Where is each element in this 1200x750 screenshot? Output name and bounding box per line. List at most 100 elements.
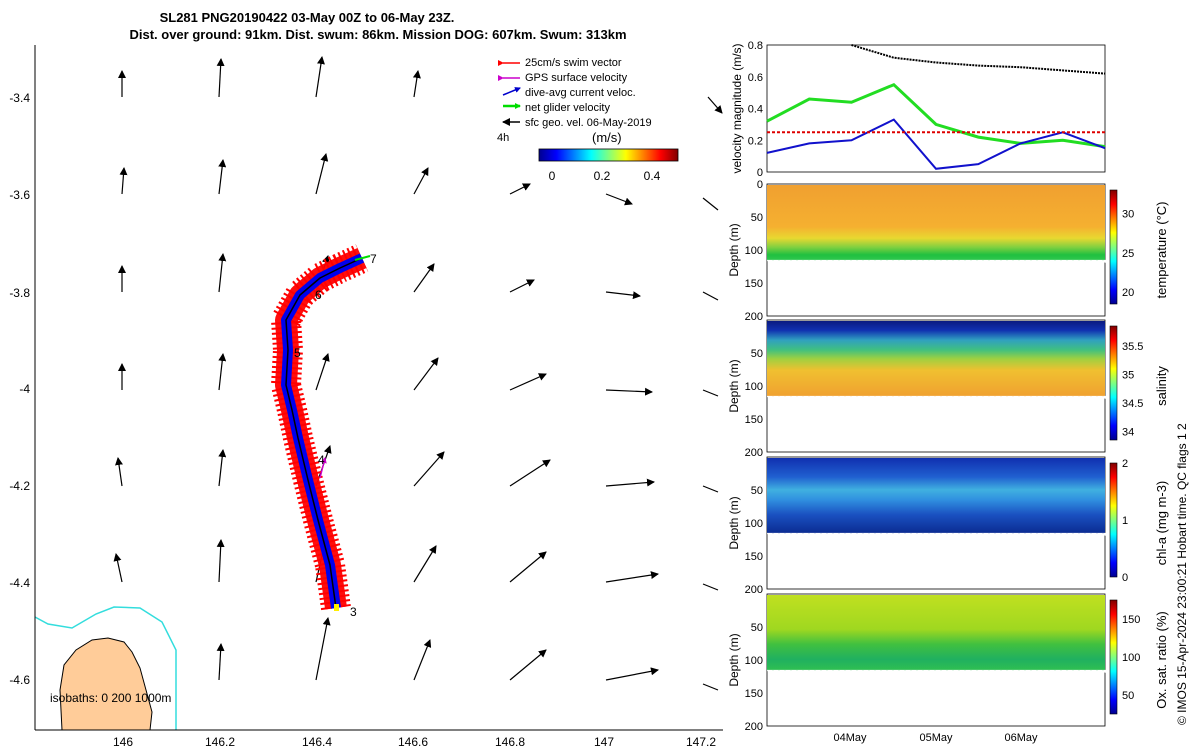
day-marker: 3 (350, 605, 357, 619)
geo-velocity-arrow (115, 457, 123, 487)
geo-velocity-arrow (605, 387, 653, 396)
geo-velocity-arrow (509, 551, 547, 583)
colorbar-tick-label: 20 (1122, 287, 1134, 299)
velocity-tick-label: 0.2 (748, 135, 763, 147)
profile-edge (767, 669, 1109, 673)
geo-velocity-arrow (509, 649, 547, 681)
current-vector-field (113, 56, 723, 691)
geo-velocity-arrow (605, 478, 655, 487)
isobaths-label: isobaths: 0 200 1000m (50, 691, 171, 705)
geo-velocity-arrow (315, 617, 331, 681)
geo-velocity-arrow (216, 539, 225, 583)
velocity-tick-label: 0.6 (748, 72, 763, 84)
velocity-series-line (851, 44, 1106, 75)
geo-velocity-arrow (113, 553, 123, 583)
heatmap-data-field (767, 185, 1105, 261)
cbar-tick-label: 0.4 (644, 169, 661, 183)
geo-velocity-arrow (605, 291, 641, 300)
geo-velocity-arrow (413, 451, 445, 487)
land-mass (59, 637, 153, 731)
time-tick-label: 06May (1004, 732, 1038, 744)
colorbar-tick-label: 50 (1122, 690, 1134, 702)
velocity-series-line (766, 118, 1106, 170)
geo-velocity-arrow (218, 253, 227, 293)
colorbar-tick-label: 1 (1122, 515, 1128, 527)
colorbar-tick-label: 0 (1122, 572, 1128, 584)
geo-velocity-arrow (413, 263, 435, 293)
geo-velocity-arrow (509, 279, 535, 293)
legend-label: sfc geo. vel. 06-May-2019 (525, 117, 652, 129)
velocity-axes-frame (766, 44, 1106, 173)
velocity-tick-label: 0 (757, 167, 763, 179)
heatmap-colorbar (1109, 462, 1118, 578)
colorbar-label: temperature (°C) (1154, 202, 1169, 299)
geo-velocity-arrow (605, 667, 659, 681)
geo-velocity-arrow (315, 153, 329, 195)
legend-label: dive-avg current veloc. (525, 87, 636, 99)
day-marker: 6 (315, 288, 322, 302)
depth-tick-label: 100 (745, 518, 763, 530)
velocity-colorbar (538, 148, 679, 162)
depth-tick-label: 150 (745, 688, 763, 700)
lon-tick-label: 146.8 (495, 735, 525, 749)
geo-velocity-arrow (218, 449, 227, 487)
geo-velocity-arrow (413, 167, 429, 195)
lat-tick-label: -4.6 (9, 673, 30, 687)
geo-velocity-arrow (702, 291, 719, 301)
lat-tick-label: -4.4 (9, 576, 30, 590)
profile-edge (767, 259, 1109, 263)
lon-tick-label: 146.6 (398, 735, 428, 749)
colorbar-tick-label: 2 (1122, 458, 1128, 470)
day-marker: 5 (294, 346, 301, 360)
start-marker (334, 604, 339, 611)
profile-edge (767, 532, 1109, 536)
cbar-tick-label: 0 (549, 169, 556, 183)
geo-velocity-arrow (509, 183, 531, 195)
legend-label: GPS surface velocity (525, 72, 628, 84)
figure-title-line2: Dist. over ground: 91km. Dist. swum: 86k… (129, 27, 626, 42)
geo-velocity-arrow (702, 683, 719, 691)
depth-tick-label: 150 (745, 551, 763, 563)
depth-tick-label: 50 (751, 212, 763, 224)
heatmap-data-field (767, 321, 1105, 397)
profile-heatmap-panel: 50 100 150 200 Depth (m) 0 1 2 chl-a (mg m-3) (727, 456, 1169, 596)
profile-heatmap-panel: 50 100 150 200 Depth (m) 50 100 150 Ox. sat. rat… (727, 593, 1169, 733)
profile-heatmap-panel: 50 100 150 200 Depth (m) 34 34.5 35 35.5 salinity (727, 319, 1169, 459)
depth-tick-label: 50 (751, 622, 763, 634)
heatmap-colorbar (1109, 325, 1118, 441)
lon-tick-label: 146.2 (205, 735, 235, 749)
geo-velocity-arrow (702, 389, 719, 397)
colorbar-label: chl-a (mg m-3) (1154, 481, 1169, 566)
depth-axis-label: Depth (m) (727, 496, 741, 549)
geo-velocity-arrow (605, 571, 659, 583)
geo-velocity-arrow (412, 70, 421, 98)
geo-velocity-arrow (413, 545, 437, 583)
day-marker: 4 (318, 453, 325, 467)
lat-tick-label: -4 (19, 382, 30, 396)
credit-text: © IMOS 15-Apr-2024 23:00:21 Hobart time.… (1175, 423, 1189, 725)
depth-tick-label: 50 (751, 348, 763, 360)
map-lon-ticks: 146 146.2 146.4 146.6 146.8 147 147.2 (113, 735, 716, 749)
colorbar-tick-label: 150 (1122, 614, 1140, 626)
heatmap-colorbar (1109, 189, 1118, 305)
depth-axis-label: Depth (m) (727, 633, 741, 686)
colorbar-tick-label: 30 (1122, 209, 1134, 221)
depth-tick-label: 200 (745, 311, 763, 323)
geo-velocity-arrow (413, 639, 432, 681)
geo-velocity-arrow (509, 373, 547, 391)
geo-velocity-arrow (216, 643, 225, 681)
depth-axis-label: Depth (m) (727, 223, 741, 276)
geo-velocity-arrow (119, 167, 128, 195)
geo-velocity-arrow (707, 96, 723, 114)
velocity-tick-label: 0.8 (748, 40, 763, 52)
figure-title-line1: SL281 PNG20190422 03-May 00Z to 06-May 2… (160, 10, 455, 25)
depth-tick-label: 200 (745, 447, 763, 459)
cbar-unit-label: (m/s) (592, 130, 622, 145)
geo-velocity-arrow (218, 353, 227, 391)
depth-tick-label: 100 (745, 381, 763, 393)
time-tick-label: 05May (919, 732, 953, 744)
heatmap-data-field (767, 458, 1105, 534)
legend-label: 25cm/s swim vector (525, 57, 622, 69)
